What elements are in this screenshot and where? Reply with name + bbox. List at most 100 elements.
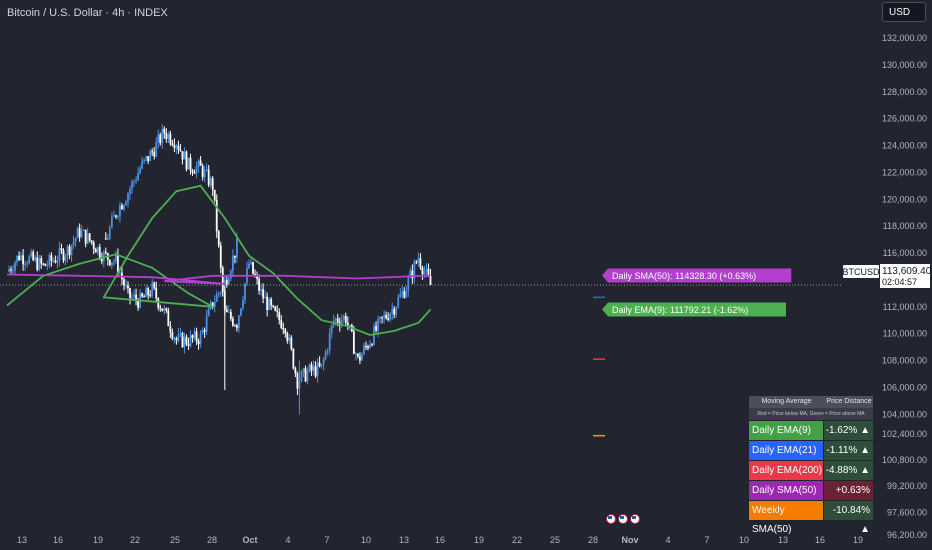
candle-body — [129, 288, 131, 298]
ma-distance: -1.11% ▲ — [824, 441, 873, 460]
candle-body — [38, 258, 41, 270]
candle-body — [320, 364, 323, 367]
candle-body — [407, 277, 410, 291]
candle-body — [181, 333, 184, 348]
event-markers[interactable] — [606, 514, 640, 524]
y-tick-label: 96,200.00 — [887, 530, 927, 540]
candle-body — [12, 270, 14, 272]
candle-body — [348, 324, 351, 326]
candle-body — [248, 263, 250, 269]
candle-body — [153, 282, 156, 288]
table-row: Daily SMA(50)+0.63% ▼ — [749, 481, 873, 515]
candle-body — [205, 169, 208, 171]
candle-body — [391, 308, 394, 314]
candle-body — [110, 262, 113, 266]
y-tick-label: 130,000.00 — [882, 60, 927, 70]
candle-body — [98, 246, 101, 258]
time-axis[interactable]: 13 16 19 22 25 28 Oct 4 7 10 13 16 19 22 25 28 Nov 4 7 10 13… — [17, 535, 863, 545]
candle-body — [70, 244, 73, 256]
candle-body — [318, 362, 321, 367]
ma-line — [6, 273, 431, 285]
candle-body — [14, 262, 16, 271]
us-flag-icon[interactable] — [606, 514, 616, 524]
candle-body — [145, 156, 148, 160]
candle-body — [141, 161, 144, 169]
candle-body — [385, 315, 388, 319]
candle-body — [173, 144, 176, 148]
last-price-box — [880, 264, 930, 288]
candle-body — [409, 270, 412, 278]
candle-body — [100, 257, 103, 262]
candle-body — [183, 151, 186, 160]
candle-body — [112, 261, 115, 263]
x-tick-label: 16 — [435, 535, 445, 545]
candle-body — [159, 134, 162, 144]
candle-body — [282, 328, 285, 330]
ma-label-tag — [602, 302, 786, 317]
currency-button[interactable]: USD — [882, 2, 926, 22]
candle-body — [133, 181, 135, 183]
candle-body — [54, 260, 57, 263]
candle-body — [131, 296, 133, 298]
candle-body — [147, 287, 150, 296]
col-moving-average: Moving Average — [761, 398, 812, 405]
x-tick-label: 4 — [665, 535, 670, 545]
candle-body — [363, 346, 365, 354]
candle-body — [151, 282, 154, 296]
candle-body — [334, 318, 337, 321]
candle-body — [417, 258, 420, 263]
candle-body — [177, 145, 180, 150]
candle-body — [393, 308, 396, 315]
candle-body — [179, 333, 182, 335]
candle-body — [227, 311, 230, 313]
candle-body — [96, 246, 99, 253]
candle-body — [379, 316, 381, 320]
candle-body — [411, 270, 414, 279]
candle-body — [40, 258, 43, 264]
candle-body — [310, 364, 313, 371]
candle-body — [112, 215, 115, 217]
candle-body — [44, 263, 47, 266]
candle-body — [316, 362, 319, 377]
x-tick-label: 19 — [93, 535, 103, 545]
x-tick-label: 16 — [53, 535, 63, 545]
x-tick-label: 4 — [285, 535, 290, 545]
candle-body — [88, 233, 91, 241]
x-tick-label: 10 — [739, 535, 749, 545]
y-tick-label: 104,000.00 — [882, 409, 927, 419]
candle-body — [397, 297, 400, 308]
candle-body — [165, 308, 168, 311]
candle-body — [290, 337, 293, 349]
candle-body — [421, 267, 424, 275]
candle-body — [28, 256, 31, 264]
candle-body — [32, 251, 35, 261]
candle-body — [403, 291, 406, 298]
candle-body — [399, 294, 402, 298]
candle-body — [217, 231, 220, 246]
candle-body — [425, 268, 428, 272]
us-flag-icon[interactable] — [618, 514, 628, 524]
candle-body — [201, 330, 204, 334]
candle-body — [20, 255, 23, 260]
candle-body — [217, 293, 220, 295]
x-tick-label: 10 — [361, 535, 371, 545]
candle-body — [387, 318, 390, 320]
ma-name: Weekly SMA(50) — [749, 501, 824, 535]
candle-body — [62, 250, 65, 261]
candle-body — [191, 335, 194, 339]
candle-body — [286, 333, 289, 341]
candle-body — [171, 143, 174, 145]
ma-label-text: Daily SMA(50): 114328.30 (+0.63%) — [612, 271, 756, 281]
candle-body — [34, 257, 37, 261]
us-flag-icon[interactable] — [630, 514, 640, 524]
x-tick-label: 22 — [512, 535, 522, 545]
x-tick-label: 19 — [853, 535, 863, 545]
candle-body — [213, 189, 216, 200]
candle-body — [104, 238, 107, 240]
candle-body — [199, 333, 202, 345]
candle-body — [161, 128, 164, 144]
x-tick-label: 7 — [324, 535, 329, 545]
candle-body — [209, 178, 212, 186]
candle-body — [197, 341, 200, 345]
